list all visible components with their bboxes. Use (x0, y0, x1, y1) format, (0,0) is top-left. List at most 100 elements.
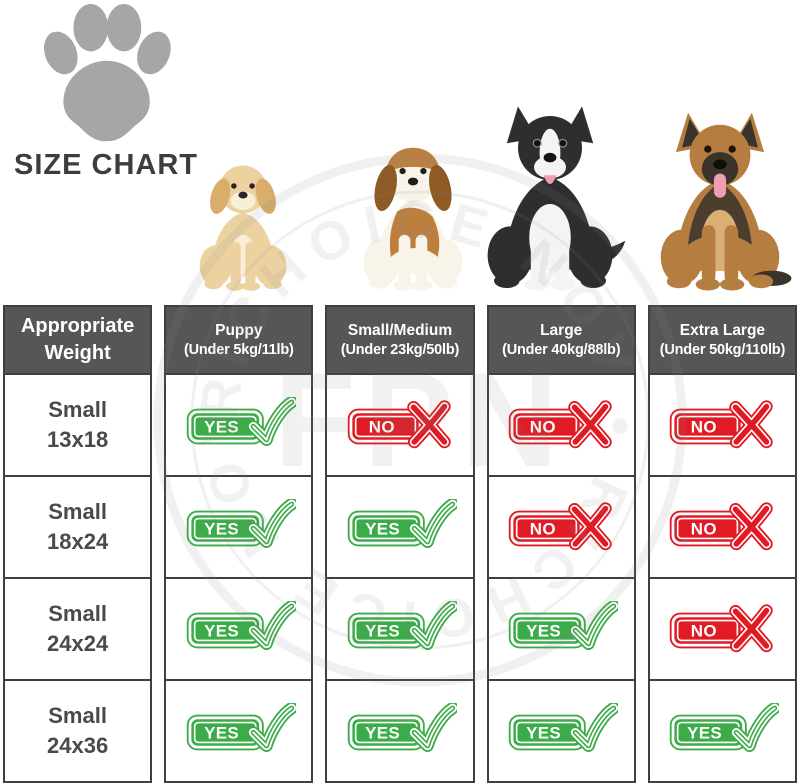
check-icon (569, 601, 619, 650)
cross-icon (729, 502, 774, 551)
yes-badge: YES (347, 499, 457, 548)
svg-text:YES: YES (365, 724, 400, 743)
cell-24x36-puppy: YES (166, 679, 312, 781)
cell-24x36-extra-large: YES (649, 679, 796, 781)
column-header-small-medium: Small/Medium (Under 23kg/50lb) (327, 307, 473, 373)
dog-puppy-illustration (199, 165, 287, 291)
cross-icon (729, 400, 774, 449)
cell-24x24-extra-large: NO (649, 577, 796, 679)
svg-text:NO: NO (530, 418, 556, 437)
shepherd-body (660, 179, 792, 291)
check-icon (246, 499, 296, 548)
collie-body (487, 176, 626, 291)
cell-13x18-large: NO (488, 373, 634, 475)
svg-text:NO: NO (530, 520, 556, 539)
row-label-small-24x36: Small 24x36 (5, 679, 151, 781)
weight-column: Appropriate Weight Small 13x18 Small 18x24… (3, 305, 153, 783)
yes-sticker: YES (347, 714, 425, 751)
cell-18x24-extra-large: NO (649, 475, 796, 577)
yes-sticker: YES (670, 714, 748, 751)
no-badge: NO (508, 502, 612, 551)
column-header-large: Large (Under 40kg/88lb) (488, 307, 634, 373)
dog-beagle-illustration (363, 147, 463, 291)
svg-text:NO: NO (691, 418, 717, 437)
puppy-body (199, 212, 287, 291)
svg-text:YES: YES (526, 724, 561, 743)
cell-18x24-large: NO (488, 475, 634, 577)
yes-sticker: YES (508, 612, 586, 649)
dog-beagle (348, 117, 478, 292)
yes-sticker: YES (186, 714, 264, 751)
yes-badge: YES (347, 601, 457, 650)
yes-badge: YES (186, 499, 296, 548)
page-title: SIZE CHART (14, 149, 198, 181)
shepherd-head (675, 112, 765, 198)
row-label-small-24x24: Small 24x24 (5, 577, 151, 679)
column-header-extra-large: Extra Large (Under 50kg/110lb) (649, 307, 796, 373)
check-icon (569, 703, 619, 752)
cell-13x18-puppy: YES (166, 373, 312, 475)
no-badge: NO (347, 400, 451, 449)
yes-sticker: YES (186, 510, 264, 547)
check-icon (730, 703, 780, 752)
no-badge: NO (670, 604, 774, 653)
cell-13x18-small-medium: NO (327, 373, 473, 475)
svg-text:YES: YES (365, 622, 400, 641)
yes-badge: YES (508, 601, 619, 650)
dog-border-collie (470, 59, 630, 292)
svg-text:YES: YES (204, 724, 239, 743)
yes-badge: YES (508, 703, 619, 752)
no-badge: NO (670, 400, 774, 449)
check-icon (246, 601, 296, 650)
paw-print-icon (44, 4, 171, 142)
cell-24x36-small-medium: YES (327, 679, 473, 781)
cell-24x24-small-medium: YES (327, 577, 473, 679)
cell-24x24-large: YES (488, 577, 634, 679)
yes-badge: YES (186, 601, 296, 650)
svg-text:NO: NO (369, 418, 395, 437)
column-header-puppy: Puppy (Under 5kg/11lb) (166, 307, 312, 373)
no-sticker: NO (508, 408, 585, 445)
row-label-small-18x24: Small 18x24 (5, 475, 151, 577)
puppy-head (210, 165, 276, 214)
cell-18x24-puppy: YES (166, 475, 312, 577)
row-label-small-13x18: Small 13x18 (5, 373, 151, 475)
svg-text:YES: YES (204, 622, 239, 641)
check-icon (408, 601, 457, 650)
cell-24x24-puppy: YES (166, 577, 312, 679)
yes-badge: YES (186, 703, 296, 752)
cell-18x24-small-medium: YES (327, 475, 473, 577)
cross-icon (407, 400, 451, 449)
no-sticker: NO (670, 612, 746, 649)
check-icon (408, 499, 457, 548)
cell-24x36-large: YES (488, 679, 634, 781)
cell-13x18-extra-large: NO (649, 373, 796, 475)
svg-text:NO: NO (691, 520, 717, 539)
no-sticker: NO (670, 408, 746, 445)
yes-sticker: YES (186, 612, 264, 649)
yes-sticker: YES (347, 612, 425, 649)
svg-text:YES: YES (204, 418, 239, 437)
svg-text:YES: YES (687, 724, 722, 743)
beagle-body (363, 201, 463, 291)
yes-badge: YES (186, 397, 296, 446)
puppy-column: Puppy (Under 5kg/11lb) YES YES (164, 305, 314, 783)
dog-shepherd-illustration (660, 112, 792, 291)
svg-text:YES: YES (204, 520, 239, 539)
collie-head (506, 106, 594, 184)
beagle-head (374, 147, 452, 211)
cross-icon (568, 400, 612, 449)
dog-collie-illustration (487, 106, 626, 291)
check-icon (408, 703, 457, 752)
large-column: Large (Under 40kg/88lb) NO NO (486, 305, 636, 783)
check-icon (246, 703, 296, 752)
column-header-appropriate-weight: Appropriate Weight (5, 307, 151, 373)
yes-sticker: YES (186, 408, 264, 445)
svg-text:NO: NO (691, 622, 717, 641)
svg-text:YES: YES (526, 622, 561, 641)
yes-badge: YES (347, 703, 457, 752)
svg-text:YES: YES (365, 520, 400, 539)
cross-icon (729, 604, 774, 653)
cross-icon (568, 502, 612, 551)
dog-golden-retriever-puppy (186, 152, 300, 292)
